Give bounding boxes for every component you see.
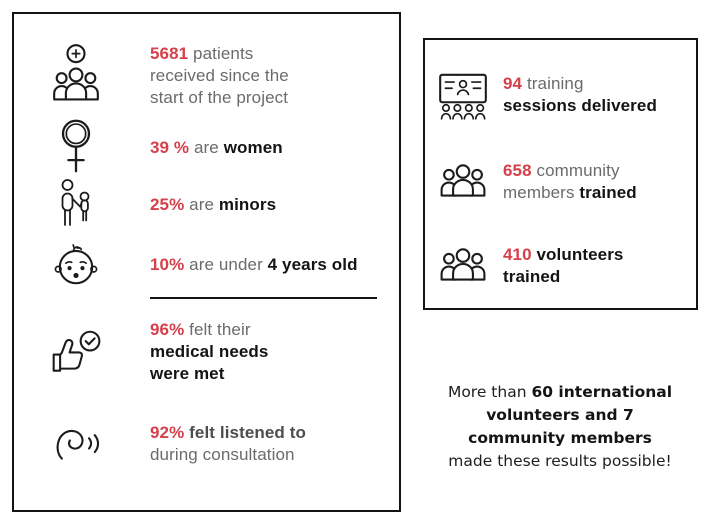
stat-row-patients: 5681 patients received since the start o… (14, 34, 399, 118)
stat-label-bold: medical needs (150, 342, 269, 361)
stat-label: members (503, 183, 575, 202)
stat-row-women: 39 % are women (14, 115, 399, 181)
stat-value: 25% (150, 195, 185, 214)
stat-row-volunteers: 410 volunteers trained (425, 236, 696, 296)
stat-text-patients: 5681 patients received since the start o… (150, 43, 289, 109)
section-divider (150, 297, 377, 299)
stat-label-bold: 4 years old (267, 255, 358, 274)
stat-text-needs-met: 96% felt their medical needs were met (150, 319, 268, 385)
female-icon (34, 117, 118, 179)
stat-label: are under (189, 255, 263, 274)
stat-label: training (526, 74, 584, 93)
stat-value: 94 (503, 74, 523, 93)
stat-label-bold: women (223, 138, 283, 157)
stat-value: 92% (150, 423, 185, 442)
footer-text: More than (447, 383, 527, 401)
stat-row-listened: 92% felt listened to during consultation (14, 408, 399, 480)
stat-text-training: 94 training sessions delivered (503, 73, 657, 117)
training-session-icon (431, 70, 495, 120)
stat-label-bold: felt listened to (189, 423, 306, 442)
ear-icon (34, 424, 118, 464)
people-group-icon (431, 163, 495, 201)
footer-text-bold: 60 international (531, 383, 673, 401)
stat-text-listened: 92% felt listened to during consultation (150, 422, 306, 466)
stat-label: start of the project (150, 88, 289, 107)
stat-label: community (536, 161, 620, 180)
people-group-icon (431, 247, 495, 285)
footer-text-bold: volunteers and 7 (486, 406, 634, 424)
stat-value: 39 % (150, 138, 190, 157)
stat-label-bold: were met (150, 364, 225, 383)
stat-label-bold: trained (579, 183, 637, 202)
stat-label: during consultation (150, 445, 295, 464)
baby-icon (34, 241, 118, 289)
patient-stats-panel: 5681 patients received since the start o… (12, 12, 401, 512)
stat-label: felt their (189, 320, 251, 339)
stat-label: patients (193, 44, 254, 63)
patients-group-icon (34, 43, 118, 109)
stat-value: 96% (150, 320, 185, 339)
footer-note: More than 60 international volunteers an… (408, 381, 706, 473)
stat-label: are (193, 138, 219, 157)
training-stats-panel: 94 training sessions delivered 658 commu… (423, 38, 698, 310)
stat-value: 5681 (150, 44, 189, 63)
stat-text-minors: 25% are minors (150, 194, 276, 216)
adult-child-icon (34, 177, 118, 233)
stat-value: 410 (503, 245, 532, 264)
stat-row-needs-met: 96% felt their medical needs were met (14, 312, 399, 392)
stat-text-women: 39 % are women (150, 137, 283, 159)
stat-row-training: 94 training sessions delivered (425, 64, 696, 126)
stat-label: received since the (150, 66, 289, 85)
stat-label-bold: trained (503, 267, 561, 286)
stat-text-under-four: 10% are under 4 years old (150, 254, 358, 276)
stat-label-bold: minors (218, 195, 277, 214)
footer-text-bold: community members (468, 429, 652, 447)
stat-label-bold: volunteers (536, 245, 624, 264)
stat-row-community: 658 community members trained (425, 152, 696, 212)
footer-text: made these results possible! (448, 452, 672, 470)
stat-value: 10% (150, 255, 185, 274)
stat-text-community: 658 community members trained (503, 160, 637, 204)
stat-row-under-four: 10% are under 4 years old (14, 232, 399, 298)
stat-label-bold: sessions delivered (503, 96, 657, 115)
thumbs-up-check-icon (34, 329, 118, 375)
stat-text-volunteers: 410 volunteers trained (503, 244, 623, 288)
stat-row-minors: 25% are minors (14, 172, 399, 238)
stat-value: 658 (503, 161, 532, 180)
stat-label: are (189, 195, 215, 214)
